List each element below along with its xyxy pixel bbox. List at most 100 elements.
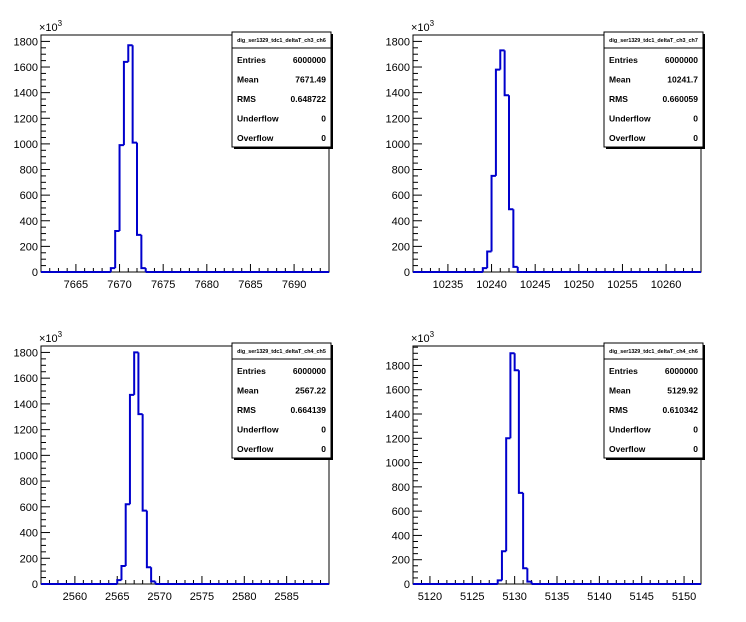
stat-value-overflow: 0 [321,444,326,454]
histogram-bar [136,142,142,236]
stat-label-underflow: Underflow [609,114,651,124]
histogram-bar [486,250,492,269]
y-tick-label: 0 [32,579,38,591]
y-tick-label: 0 [404,579,410,591]
y-tick-label: 1000 [14,450,38,462]
x-tick-label: 10235 [433,279,464,291]
y-tick-label: 1200 [386,113,410,125]
stat-label-mean: Mean [237,386,259,396]
histogram-bar [150,567,156,583]
x-tick-label: 5130 [502,591,526,603]
x-tick-label: 2585 [274,591,298,603]
histogram-bar [131,45,137,144]
y-tick-label: 200 [392,555,410,567]
y-exponent-label: ×103 [411,19,435,34]
y-tick-label: 1600 [386,385,410,397]
stat-label-overflow: Overflow [609,133,646,143]
y-tick-label: 0 [404,267,410,279]
y-tick-label: 1000 [14,139,38,151]
y-tick-label: 1800 [386,360,410,372]
y-tick-label: 1200 [14,425,38,437]
stat-value-overflow: 0 [321,133,326,143]
histogram-title: dig_ser1329_tdc1_deltaT_ch3_ch6 [237,38,326,44]
histogram-bar [505,437,511,552]
y-tick-label: 400 [20,528,38,540]
y-exponent-power: 3 [430,19,435,28]
y-tick-label: 1000 [386,139,410,151]
histogram-title: dig_ser1329_tdc1_deltaT_ch4_ch5 [237,349,326,355]
y-tick-label: 400 [392,216,410,228]
stat-label-underflow: Underflow [237,425,279,435]
y-tick-label: 800 [392,482,410,494]
histogram-bar [500,550,507,581]
stat-value-underflow: 0 [693,425,698,435]
y-tick-label: 200 [20,553,38,565]
y-tick-label: 200 [20,241,38,253]
y-tick-label: 1600 [386,62,410,74]
histogram-bar [137,352,143,416]
stat-value-overflow: 0 [693,444,698,454]
histogram-bar [109,267,116,272]
histogram-bar [509,352,515,439]
x-tick-label: 2565 [105,591,129,603]
x-tick-label: 7670 [107,279,131,291]
stat-label-overflow: Overflow [609,444,646,454]
y-tick-label: 800 [20,476,38,488]
x-tick-label: 10245 [520,279,551,291]
stat-value-underflow: 0 [693,114,698,124]
stat-label-rms: RMS [609,94,628,104]
histogram-bar [114,230,120,269]
stat-value-entries: 6000000 [665,55,698,65]
stat-label-underflow: Underflow [237,114,279,124]
histogram-bar [118,144,124,232]
x-tick-label: 10250 [564,279,595,291]
y-tick-label: 400 [392,530,410,542]
histogram-panel-1: 0 200 400 600 800 1000 1200 1400 1600 1800 7665 767… [14,19,333,291]
y-exponent-label: ×103 [39,330,63,345]
histogram-bar [503,50,509,97]
stat-label-entries: Entries [609,366,638,376]
y-tick-label: 600 [392,506,410,518]
stats-box [603,31,704,148]
y-tick-label: 200 [392,241,410,253]
histogram-title: dig_ser1329_tdc1_deltaT_ch4_ch6 [609,349,698,355]
histogram-bar [128,393,135,505]
histogram-bar [140,234,146,270]
stat-value-entries: 6000000 [665,366,698,376]
histogram-bar [116,579,122,584]
x-tick-label: 5150 [672,591,696,603]
stat-label-entries: Entries [237,55,266,65]
x-tick-label: 7665 [64,279,88,291]
y-tick-label: 1400 [386,409,410,421]
x-tick-label: 7680 [195,279,219,291]
x-tick-label: 5140 [587,591,611,603]
histogram-bar [127,44,133,62]
stat-label-entries: Entries [237,366,266,376]
stats-box [603,342,704,459]
histogram-bar [120,564,126,581]
stat-value-underflow: 0 [321,425,326,435]
y-tick-label: 400 [20,216,38,228]
stat-value-mean: 10241.7 [667,75,698,85]
stats-box [231,31,332,148]
y-tick-label: 1800 [14,347,38,359]
stat-value-overflow: 0 [693,133,698,143]
histogram-panel-2: 0 200 400 600 800 1000 1200 1400 1600 1800 10235 10… [386,19,705,291]
y-exponent-power: 3 [58,19,63,28]
y-tick-label: 1400 [386,88,410,100]
histogram-title: dig_ser1329_tdc1_deltaT_ch3_ch7 [609,38,698,44]
stat-label-mean: Mean [609,386,631,396]
histogram-bar [490,174,496,252]
x-tick-label: 2575 [190,591,214,603]
histogram-bar [508,95,514,211]
histogram-bar [122,60,129,146]
y-tick-label: 600 [20,502,38,514]
x-tick-label: 10260 [651,279,682,291]
stat-value-rms: 0.660059 [663,94,699,104]
y-tick-label: 1400 [14,88,38,100]
y-tick-label: 1600 [14,62,38,74]
stat-label-rms: RMS [237,94,256,104]
x-tick-label: 5120 [418,591,442,603]
x-tick-label: 5125 [460,591,484,603]
